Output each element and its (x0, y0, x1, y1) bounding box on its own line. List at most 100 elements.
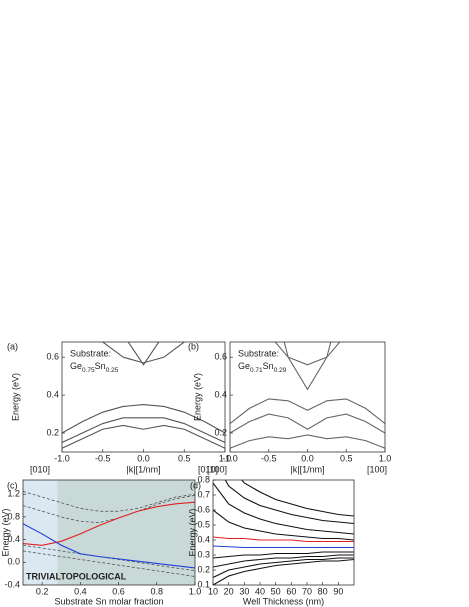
band-line (23, 501, 195, 546)
y-tick-label: 0.4 (46, 389, 59, 399)
subscript: 0.71 (250, 367, 263, 374)
y-tick-label: 0.4 (7, 534, 20, 544)
annotation-heading: Substrate: (70, 348, 111, 358)
band-line (274, 342, 341, 366)
y-axis-label: Energy (eV) (0, 508, 10, 556)
region-label: TRIVIAL (26, 571, 62, 581)
y-tick-label: 0.3 (197, 549, 210, 559)
band-line (283, 342, 332, 391)
y-tick-label: 0.0 (7, 557, 20, 567)
subscript: 0.75 (82, 367, 95, 374)
direction-label: [100] (367, 464, 387, 474)
y-tick-label: 0.4 (214, 389, 227, 399)
plot-area (230, 342, 385, 449)
x-tick-label: -0.5 (261, 453, 277, 463)
band-line (213, 554, 354, 568)
y-tick-label: 0.6 (197, 504, 210, 514)
y-tick-label: 0.2 (214, 427, 227, 437)
annotation-heading: Substrate: (238, 348, 279, 358)
y-tick-label: 0.8 (7, 511, 20, 521)
x-tick-label: 30 (239, 586, 249, 596)
y-tick-label: 0.1 (197, 579, 210, 589)
panel-label: (a) (7, 341, 18, 351)
band-line (230, 413, 385, 434)
y-tick-label: -0.4 (4, 579, 20, 589)
x-tick-label: 0.5 (178, 453, 191, 463)
y-tick-label: 0.8 (197, 474, 210, 484)
y-tick-label: 0.6 (46, 352, 59, 362)
panel-label: (c) (7, 480, 18, 490)
x-axis-label: |k|[1/nm] (126, 464, 160, 474)
plot-frame (229, 341, 386, 453)
plot-area (23, 480, 195, 585)
y-tick-label: 0.4 (197, 534, 210, 544)
element: Sn (95, 361, 106, 371)
band-line (213, 557, 354, 578)
y-tick-label: 0.7 (197, 489, 210, 499)
x-axis-label: Well Thickness (nm) (243, 596, 324, 606)
direction-label: [100] (207, 464, 227, 474)
x-tick-label: 70 (302, 586, 312, 596)
annotation-formula: Ge0.71Sn0.29 (238, 361, 287, 373)
band-line (62, 417, 225, 444)
x-tick-label: 1.0 (379, 453, 392, 463)
x-tick-label: 40 (255, 586, 265, 596)
region (57, 480, 195, 585)
subscript: 0.29 (274, 367, 287, 374)
element: Sn (263, 361, 274, 371)
subscript: 0.25 (106, 367, 119, 374)
x-tick-label: -0.5 (95, 453, 111, 463)
direction-label: [010] (198, 464, 218, 474)
x-tick-label: -1.0 (54, 453, 70, 463)
band-line (230, 398, 385, 424)
x-tick-label: 20 (224, 586, 234, 596)
band-line (23, 523, 195, 569)
x-tick-label: 10 (208, 586, 218, 596)
region-label: TOPOLOGICAL (60, 571, 126, 581)
band-line (230, 434, 385, 449)
x-tick-label: 0.0 (301, 453, 314, 463)
x-tick-label: 1.0 (189, 586, 202, 596)
plot-frame (22, 479, 196, 586)
direction-label: [010] (30, 464, 50, 474)
x-tick-label: 0.0 (137, 453, 150, 463)
band-line (127, 342, 160, 366)
x-tick-label: 0.5 (340, 453, 353, 463)
x-tick-label: 1.0 (219, 453, 232, 463)
band-line (213, 536, 354, 543)
panel-label: (b) (188, 341, 199, 351)
x-tick-label: 90 (333, 586, 343, 596)
plot-area (62, 342, 225, 449)
y-axis-label: Energy (eV) (187, 508, 197, 556)
band-line (240, 480, 354, 517)
band-line (213, 509, 354, 541)
x-tick-label: 50 (271, 586, 281, 596)
plot-area (213, 480, 354, 585)
band-line (23, 491, 195, 512)
x-axis-label: |k|[1/nm] (290, 464, 324, 474)
y-axis-label: Energy (eV) (10, 373, 20, 421)
band-line (102, 342, 185, 364)
annotation-formula: Ge0.75Sn0.25 (70, 361, 119, 373)
x-tick-label: -1.0 (222, 453, 238, 463)
element: Ge (70, 361, 82, 371)
x-tick-label: 0.2 (36, 586, 49, 596)
x-tick-label: 0.4 (74, 586, 87, 596)
y-tick-label: 1.2 (7, 489, 20, 499)
band-line (23, 550, 195, 577)
y-tick-label: 0.2 (46, 427, 59, 437)
x-tick-label: 60 (286, 586, 296, 596)
element: Ge (238, 361, 250, 371)
y-tick-label: 0.5 (197, 519, 210, 529)
band-line (213, 551, 354, 559)
y-tick-label: 0.2 (197, 564, 210, 574)
x-tick-label: 0.8 (151, 586, 164, 596)
band-line (62, 404, 225, 434)
band-line (224, 480, 354, 525)
band-line (213, 482, 354, 535)
band-line (213, 558, 354, 585)
x-tick-label: 0.6 (112, 586, 125, 596)
y-tick-label: 0.6 (214, 352, 227, 362)
